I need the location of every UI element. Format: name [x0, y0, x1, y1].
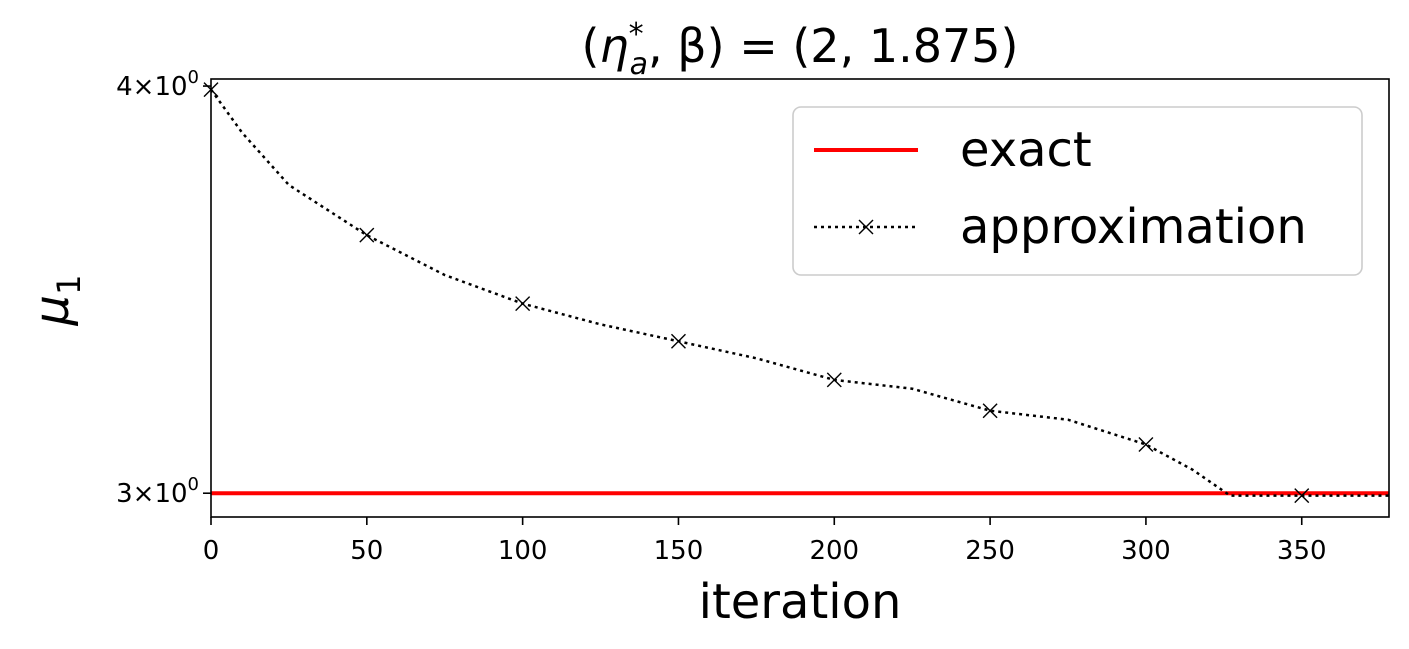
legend-approximation-marker	[858, 219, 874, 235]
y-label-sub: 1	[50, 275, 88, 295]
x-tick-label: 250	[965, 536, 1015, 566]
legend-exact-label: exact	[960, 122, 1092, 178]
x-tick-label: 200	[809, 536, 859, 566]
approximation-marker	[826, 372, 842, 388]
ticks-layer: 0 50 100 150 200 250 300 350 4×100 3×100	[116, 67, 1326, 566]
x-tick-label: 50	[350, 536, 383, 566]
title-rest: , β) = (2, 1.875)	[648, 19, 1018, 73]
approximation-marker	[1294, 488, 1310, 504]
title-eta-sub: a	[630, 47, 648, 82]
x-tick-label: 100	[498, 536, 548, 566]
plot-frame	[210, 78, 1390, 518]
x-tick-label: 300	[1121, 536, 1171, 566]
legend-box	[792, 106, 1363, 276]
legend-approximation-label: approximation	[960, 199, 1307, 255]
approximation-marker	[1138, 437, 1154, 453]
approximation-marker	[670, 333, 686, 349]
title-eta: η	[599, 19, 628, 73]
chart-title: (η* a, β) = (2, 1.875)	[582, 17, 1019, 82]
title-open: (	[582, 19, 600, 73]
y-label-base: μ	[24, 295, 80, 327]
title-eta-sup: *	[629, 17, 644, 52]
approximation-marker	[359, 227, 375, 243]
x-axis-label: iteration	[699, 574, 902, 630]
approximation-marker	[515, 296, 531, 312]
y-tick-label: 3×100	[116, 474, 199, 509]
approximation-marker	[982, 403, 998, 419]
series-layer	[203, 82, 1389, 504]
x-tick-label: 350	[1277, 536, 1327, 566]
y-tick-label: 4×100	[116, 67, 199, 102]
legend: exact approximation	[792, 106, 1363, 276]
x-tick-label: 0	[203, 536, 220, 566]
x-tick-label: 150	[654, 536, 704, 566]
y-axis-label: μ1	[24, 275, 88, 327]
